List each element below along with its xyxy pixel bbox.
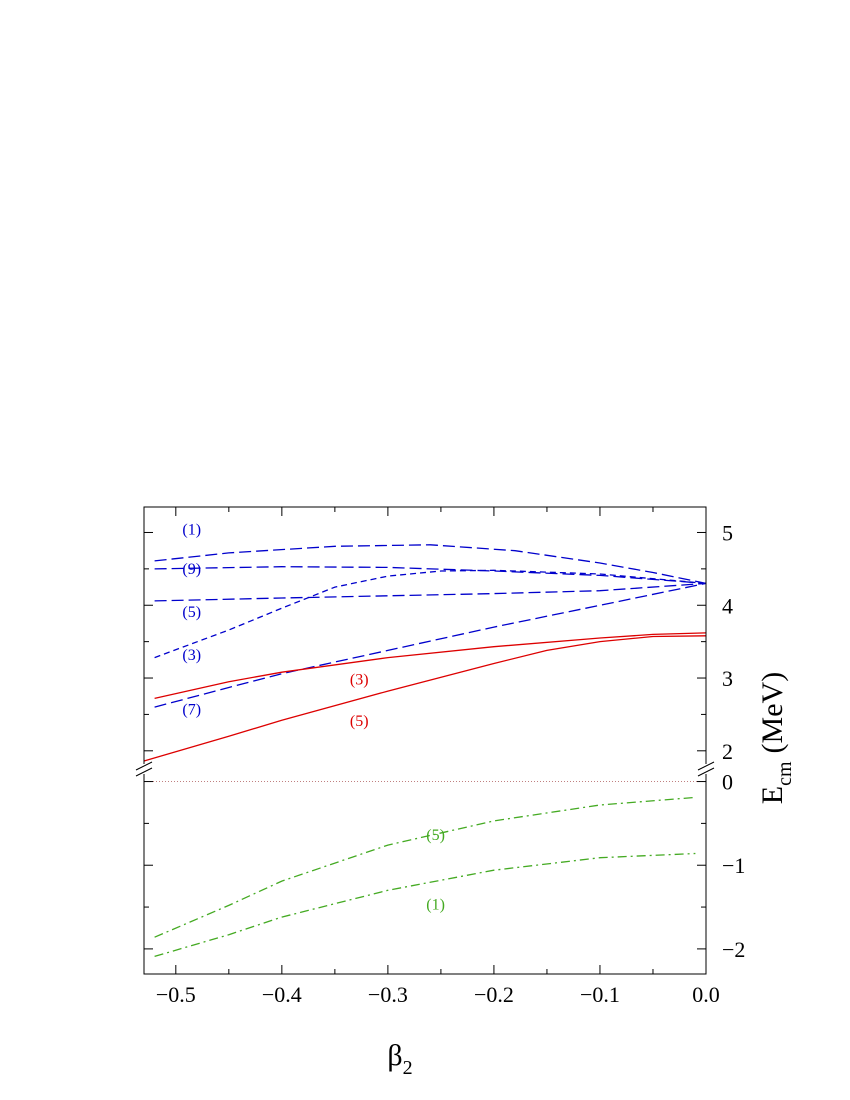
series-line-0 xyxy=(154,544,707,585)
series-line-7 xyxy=(154,796,696,938)
y-tick-label: 4 xyxy=(722,593,733,618)
series-line-2 xyxy=(154,582,707,602)
series-labels: (1) (9) (5) (3) (7) (3) (5) (5) (1) xyxy=(182,522,445,914)
series-line-6 xyxy=(143,635,707,762)
series-label-5: (3) xyxy=(350,672,369,689)
y-tick-label: 5 xyxy=(722,520,733,545)
y-axis-title: Ecm(MeV) xyxy=(756,672,796,804)
axis-break-slash xyxy=(135,761,153,771)
series-line-8 xyxy=(154,852,696,958)
series-line-4 xyxy=(154,582,707,708)
lower-panel-marks xyxy=(144,781,706,958)
x-tick-label: −0.5 xyxy=(156,982,196,1007)
axis-break-marks xyxy=(135,761,715,777)
axis-break-gap xyxy=(697,764,715,774)
series-label-3: (3) xyxy=(182,647,201,664)
series-line-3 xyxy=(154,569,707,659)
x-tick-label: −0.2 xyxy=(474,982,514,1007)
x-tick-label: −0.4 xyxy=(262,982,302,1007)
x-tick-label: −0.3 xyxy=(368,982,408,1007)
upper-panel-marks xyxy=(143,544,707,762)
axis-break-gap xyxy=(135,764,153,774)
y-tick-label: 2 xyxy=(722,739,733,764)
x-axis-title: β2 xyxy=(387,1039,412,1079)
y-tick-label: −1 xyxy=(722,853,745,878)
series-label-2: (5) xyxy=(182,604,201,621)
series-line-1 xyxy=(154,566,707,585)
axis-break-slash xyxy=(697,767,715,777)
series-label-8: (1) xyxy=(426,897,445,914)
series-label-1: (9) xyxy=(182,561,201,578)
plot-frame xyxy=(143,506,707,975)
series-label-7: (5) xyxy=(426,827,445,844)
y-tick-label: 3 xyxy=(722,666,733,691)
series-line-5 xyxy=(154,632,707,700)
series-label-0: (1) xyxy=(182,522,201,539)
y-tick-label: −2 xyxy=(722,937,745,962)
axis-break-slash xyxy=(135,767,153,777)
axis-break-slash xyxy=(697,761,715,771)
y-axis-ticks: 2 3 4 5 0 −1 −2 xyxy=(144,520,745,962)
y-tick-label: 0 xyxy=(722,770,733,795)
x-axis-ticks: −0.5 −0.4 −0.3 −0.2 −0.1 0.0 xyxy=(156,507,720,1007)
x-tick-label: −0.1 xyxy=(580,982,620,1007)
series-label-6: (5) xyxy=(350,713,369,730)
series-label-4: (7) xyxy=(182,701,201,718)
x-tick-label: 0.0 xyxy=(692,982,720,1007)
